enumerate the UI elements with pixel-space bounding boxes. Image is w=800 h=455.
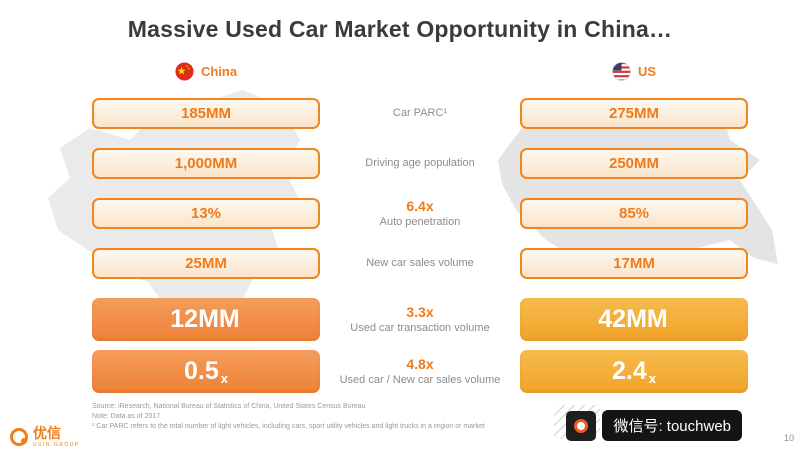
column-header-us: US <box>520 58 748 84</box>
footer-note: Note: Data as of 2017 <box>92 413 161 421</box>
metric-label: Driving age population <box>365 157 475 170</box>
metric-label: Car PARC¹ <box>392 107 448 120</box>
uxin-logo: 优信 UXIN GROUP <box>10 426 80 448</box>
uxin-logo-text: 优信 <box>33 425 61 441</box>
china-value-box: 13% <box>92 198 320 229</box>
value-text: 0.5 <box>184 357 219 385</box>
us-value-box: 17MM <box>520 248 748 279</box>
footer-source: Source: iResearch, National Bureau of St… <box>92 403 366 410</box>
metric-label: Auto penetration <box>379 216 461 229</box>
wechat-badge: 微信号: touchweb <box>566 410 742 441</box>
multiplier-label: 6.4x <box>406 198 434 215</box>
china-value-box: 0.5 x <box>92 350 320 393</box>
comparison-grid: China US <box>92 58 748 393</box>
metric-row: 12MM 3.3x Used car transaction volume 42… <box>92 298 748 341</box>
metric-row: 13% 6.4x Auto penetration 85% <box>92 198 748 229</box>
metric-row: 1,000MM Driving age population 250MM <box>92 148 748 179</box>
value-text: 42MM <box>598 305 668 333</box>
value-text: 12MM <box>170 305 240 333</box>
us-flag-icon <box>612 61 631 81</box>
page-title: Massive Used Car Market Opportunity in C… <box>127 16 673 42</box>
value-text: 2.4 <box>612 357 647 385</box>
wechat-logo-inner-icon <box>574 418 589 433</box>
wechat-id-label: 微信号: touchweb <box>602 410 742 441</box>
value-suffix: x <box>648 371 656 386</box>
value-suffix: x <box>220 371 228 386</box>
uxin-logo-icon <box>10 428 28 446</box>
china-value-box: 12MM <box>92 298 320 341</box>
china-value-box: 185MM <box>92 98 320 129</box>
uxin-logo-subtext: UXIN GROUP <box>33 442 80 448</box>
metric-row: 185MM Car PARC¹ 275MM <box>92 98 748 129</box>
us-value-box: 42MM <box>520 298 748 341</box>
footer-footnote: ¹ Car PARC refers to the total number of… <box>92 423 485 431</box>
metric-row: 25MM New car sales volume 17MM <box>92 248 748 279</box>
metric-label: Used car transaction volume <box>350 322 490 335</box>
metric-label: New car sales volume <box>366 257 474 270</box>
multiplier-label: 3.3x <box>406 304 434 321</box>
china-flag-icon <box>175 61 194 81</box>
footer-notes: Source: iResearch, National Bureau of St… <box>92 402 485 432</box>
us-value-box: 275MM <box>520 98 748 129</box>
metric-row: 0.5 x 4.8x Used car / New car sales volum… <box>92 350 748 393</box>
us-column-label: US <box>637 63 657 79</box>
us-value-box: 2.4 x <box>520 350 748 393</box>
us-value-box: 250MM <box>520 148 748 179</box>
page-number: 10 <box>783 433 794 443</box>
wechat-logo-icon <box>566 410 597 441</box>
us-value-box: 85% <box>520 198 748 229</box>
china-column-label: China <box>200 63 238 79</box>
china-value-box: 1,000MM <box>92 148 320 179</box>
china-value-box: 25MM <box>92 248 320 279</box>
metric-label: Used car / New car sales volume <box>339 374 501 387</box>
header-spacer <box>320 58 520 84</box>
column-header-china: China <box>92 58 320 84</box>
multiplier-label: 4.8x <box>406 356 434 373</box>
header-row: China US <box>92 58 748 84</box>
